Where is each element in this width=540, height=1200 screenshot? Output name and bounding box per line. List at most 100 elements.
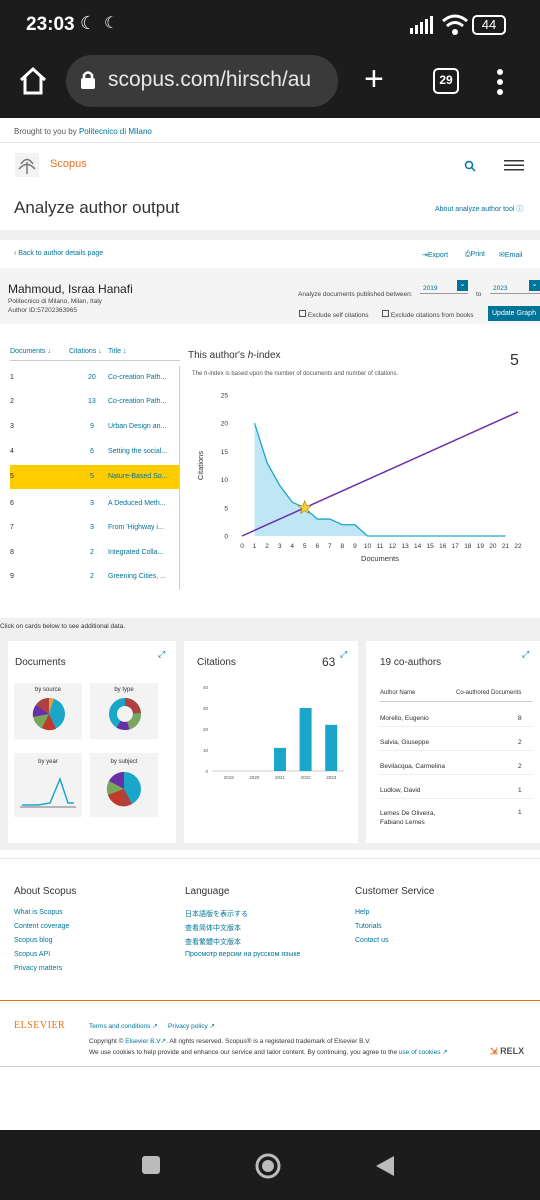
by-type-tile[interactable]: by type: [90, 683, 158, 739]
row-citations[interactable]: 2: [90, 549, 94, 556]
row-title[interactable]: Co-creation Path...: [108, 374, 167, 381]
coauthor-row[interactable]: Lemes De Oliveira, Fabiano Lemes 1: [380, 801, 532, 831]
x-tick-label: 19: [477, 543, 485, 550]
documents-card[interactable]: Documents ⤢ by source by type by year by…: [8, 641, 176, 843]
search-icon[interactable]: [464, 160, 476, 172]
elsevier-bv-link[interactable]: Elsevier B.V: [125, 1038, 161, 1045]
more-menu-icon[interactable]: [496, 68, 504, 96]
back-link-text[interactable]: Back to author details page: [18, 250, 104, 257]
coauthor-row[interactable]: Bevilacqua, Carmelina 2: [380, 751, 532, 775]
to-year-select[interactable]: 2023 ⌄: [490, 280, 540, 294]
y-tick-label: 0: [205, 769, 208, 774]
row-citations[interactable]: 6: [90, 448, 94, 455]
footer-link-japanese[interactable]: 日本語版を表示する: [185, 911, 248, 918]
row-title[interactable]: From 'Highway i...: [108, 524, 164, 531]
table-row[interactable]: 2 13 Co-creation Path...: [10, 390, 180, 414]
exclude-self-checkbox[interactable]: Exclude self citations: [299, 310, 369, 319]
update-graph-button[interactable]: Update Graph: [488, 306, 540, 321]
export-button[interactable]: ⇥Export: [422, 251, 448, 259]
back-nav-icon[interactable]: [374, 1154, 396, 1178]
table-row[interactable]: 1 20 Co-creation Path...: [10, 366, 180, 390]
footer-link-privacy-matters[interactable]: Privacy matters: [14, 965, 63, 972]
email-icon: ✉: [499, 252, 505, 259]
table-row[interactable]: 3 9 Urban Design an...: [10, 415, 180, 439]
row-citations[interactable]: 13: [88, 398, 96, 405]
table-row[interactable]: 6 3 A Deduced Meth...: [10, 492, 180, 516]
by-source-tile[interactable]: by source: [14, 683, 82, 739]
table-scrollbar[interactable]: [179, 366, 180, 590]
col-citations[interactable]: Citations ↓: [69, 348, 102, 355]
table-row[interactable]: 8 2 Integrated Colla...: [10, 541, 180, 565]
by-source-label: by source: [34, 687, 61, 693]
elsevier-logo[interactable]: ELSEVIER: [14, 1020, 66, 1031]
expand-icon[interactable]: ⤢: [522, 649, 530, 659]
y-tick-label: 0: [224, 534, 228, 541]
scopus-logo[interactable]: Scopus: [50, 158, 87, 170]
terms-link[interactable]: Terms and conditions ↗: [89, 1022, 158, 1030]
table-row[interactable]: 7 3 From 'Highway i...: [10, 516, 180, 540]
row-title[interactable]: Integrated Colla...: [108, 549, 164, 556]
home-icon[interactable]: [18, 66, 48, 96]
col-title[interactable]: Title ↓: [108, 348, 126, 355]
row-title[interactable]: Greening Cities, ...: [108, 573, 166, 580]
row-title[interactable]: A Deduced Meth...: [108, 500, 166, 507]
recents-icon[interactable]: [142, 1156, 160, 1174]
row-number: 9: [10, 573, 14, 580]
row-citations[interactable]: 3: [90, 524, 94, 531]
row-title[interactable]: Setting the social...: [108, 448, 168, 455]
about-tool-link[interactable]: About analyze author tool ⓘ: [435, 204, 523, 214]
footer-link-help[interactable]: Help: [355, 909, 370, 916]
home-nav-icon[interactable]: [254, 1152, 282, 1180]
footer-link-simplified-chinese[interactable]: 查看简体中文版本: [185, 925, 241, 932]
back-link[interactable]: ‹ Back to author details page: [14, 250, 103, 257]
lock-icon: [81, 71, 95, 89]
exclude-books-checkbox[interactable]: Exclude citations from books: [382, 310, 474, 319]
divider: [380, 701, 532, 702]
coauthor-count: 2: [518, 763, 522, 770]
by-subject-tile[interactable]: by subject: [90, 753, 158, 817]
expand-icon[interactable]: ⤢: [158, 649, 166, 659]
tab-switcher-button[interactable]: 29: [433, 68, 459, 94]
external-link-icon: ↗: [440, 1049, 448, 1056]
table-row[interactable]: 4 6 Setting the social...: [10, 440, 180, 464]
footer-link-traditional-chinese[interactable]: 查看繁體中文版本: [185, 939, 241, 946]
row-citations[interactable]: 20: [88, 374, 96, 381]
hamburger-menu-icon[interactable]: [504, 159, 524, 171]
from-year-select[interactable]: 2019 ⌄: [420, 280, 468, 294]
privacy-link[interactable]: Privacy policy ↗: [168, 1022, 215, 1030]
row-citations[interactable]: 5: [90, 473, 94, 480]
new-tab-icon[interactable]: +: [364, 60, 384, 98]
email-button[interactable]: ✉Email: [499, 251, 522, 259]
row-citations[interactable]: 9: [90, 423, 94, 430]
coauthors-card[interactable]: 19 co-authors ⤢ Author Name Co-authored …: [366, 641, 540, 843]
wifi-icon: [442, 14, 468, 35]
row-title[interactable]: Co-creation Path...: [108, 398, 167, 405]
citations-card[interactable]: Citations 63 ⤢ 0 10 20 30 40 2019 2020 2021 2022…: [184, 641, 358, 843]
print-button[interactable]: ⎙Print: [465, 251, 485, 259]
cookies-link[interactable]: use of cookies: [398, 1049, 441, 1056]
footer-link-contact-us[interactable]: Contact us: [355, 937, 389, 944]
by-year-tile[interactable]: by year: [14, 753, 82, 817]
footer-link-tutorials[interactable]: Tutorials: [355, 923, 382, 930]
row-citations[interactable]: 2: [90, 573, 94, 580]
footer-link-scopus-api[interactable]: Scopus API: [14, 951, 51, 958]
col-documents[interactable]: Documents ↓: [10, 348, 51, 355]
brought-by-text: Brought to you by: [14, 127, 77, 136]
y-tick-label: 20: [203, 727, 209, 732]
coauthor-row[interactable]: Salvia, Giuseppe 2: [380, 727, 532, 751]
row-title[interactable]: Nature-Based So...: [108, 473, 168, 480]
row-citations[interactable]: 3: [90, 500, 94, 507]
table-row-highlighted[interactable]: 5 5 Nature-Based So...: [10, 465, 180, 489]
url-bar[interactable]: scopus.com/hirsch/au: [66, 55, 338, 107]
table-row[interactable]: 9 2 Greening Cities, ...: [10, 565, 180, 589]
footer-link-scopus-blog[interactable]: Scopus blog: [14, 937, 53, 944]
coauthor-row[interactable]: Ludlow, David 1: [380, 775, 532, 799]
institution-link[interactable]: Politecnico di Milano: [78, 127, 152, 136]
about-tool-text[interactable]: About analyze author tool: [435, 206, 515, 213]
expand-icon[interactable]: ⤢: [340, 649, 348, 659]
footer-link-russian[interactable]: Просмотр версии на русском языке: [185, 951, 301, 958]
row-title[interactable]: Urban Design an...: [108, 423, 167, 430]
footer-link-content-coverage[interactable]: Content coverage: [14, 923, 70, 930]
coauthor-row[interactable]: Morello, Eugenio 8: [380, 703, 532, 727]
footer-link-what-is-scopus[interactable]: What is Scopus: [14, 909, 63, 916]
